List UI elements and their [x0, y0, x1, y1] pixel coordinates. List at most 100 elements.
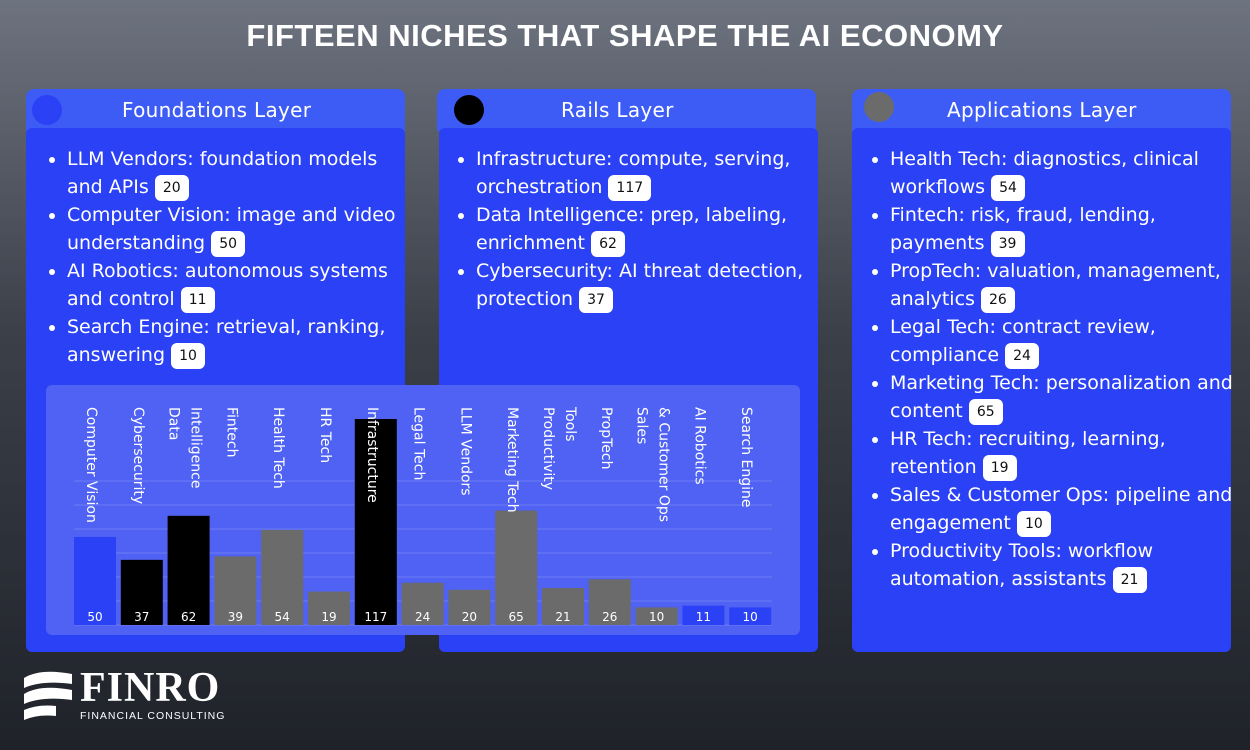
bar: [214, 556, 257, 625]
list-item: Fintech: risk, fraud, lending, payments3…: [890, 201, 1245, 257]
bar-value-label: 62: [181, 610, 196, 624]
count-badge: 117: [608, 174, 652, 201]
category-label: Tools: [562, 406, 578, 442]
category-label: Sales: [634, 407, 650, 444]
count-badge: 37: [579, 286, 614, 313]
niche-description: Data Intelligence: prep, labeling, enric…: [476, 204, 788, 254]
count-badge: 21: [1112, 566, 1147, 593]
bar: [495, 510, 538, 625]
bar-value-label: 39: [228, 610, 243, 624]
category-label: Legal Tech: [411, 407, 427, 480]
bar-value-label: 21: [555, 610, 570, 624]
niche-description: Search Engine: retrieval, ranking, answe…: [67, 316, 386, 366]
list-item: Legal Tech: contract review, compliance2…: [890, 313, 1245, 369]
applications-list: Health Tech: diagnostics, clinical workf…: [868, 145, 1245, 593]
bar-value-label: 10: [743, 610, 758, 624]
bar: [542, 588, 584, 625]
foundations-dot-icon: [32, 95, 62, 125]
applications-panel-tab: [852, 89, 1231, 131]
niche-description: Productivity Tools: workflow automation,…: [890, 540, 1154, 590]
category-label: AI Robotics: [691, 407, 707, 485]
niche-description: Sales & Customer Ops: pipeline and engag…: [890, 484, 1233, 534]
niche-description: Health Tech: diagnostics, clinical workf…: [890, 148, 1199, 198]
bar: [167, 515, 210, 625]
count-badge: 26: [980, 286, 1015, 313]
count-badge: 10: [171, 342, 206, 369]
list-item: Productivity Tools: workflow automation,…: [890, 537, 1245, 593]
list-item: Cybersecurity: AI threat detection, prot…: [476, 257, 828, 313]
category-label: Intelligence: [188, 407, 204, 488]
foundations-list: LLM Vendors: foundation models and APIs2…: [45, 145, 419, 369]
count-badge: 19: [982, 454, 1017, 481]
count-badge: 50: [211, 230, 246, 257]
bar: [401, 582, 444, 625]
bar-value-label: 10: [649, 610, 664, 624]
niche-description: AI Robotics: autonomous systems and cont…: [67, 260, 388, 310]
category-label: Infrastructure: [364, 407, 380, 503]
list-item: PropTech: valuation, management, analyti…: [890, 257, 1245, 313]
niche-description: PropTech: valuation, management, analyti…: [890, 260, 1221, 310]
page-title: FIFTEEN NICHES THAT SHAPE THE AI ECONOMY: [246, 18, 1004, 53]
list-item: Computer Vision: image and video underst…: [67, 201, 419, 257]
category-label: HR Tech: [317, 407, 333, 463]
list-item: Search Engine: retrieval, ranking, answe…: [67, 313, 419, 369]
count-badge: 11: [180, 286, 215, 313]
category-label: PropTech: [598, 407, 614, 469]
bar-value-label: 54: [275, 610, 290, 624]
category-label: & Customer Ops: [656, 407, 672, 522]
category-label: Health Tech: [270, 407, 286, 489]
niche-description: Infrastructure: compute, serving, orches…: [476, 148, 791, 198]
list-item: LLM Vendors: foundation models and APIs2…: [67, 145, 419, 201]
bar: [448, 589, 491, 625]
bar-value-label: 50: [87, 610, 102, 624]
bar: [261, 529, 304, 625]
count-badge: 24: [1005, 342, 1040, 369]
bar: [308, 591, 350, 625]
niche-description: LLM Vendors: foundation models and APIs: [67, 148, 378, 198]
chart-canvas: 50 Computer Vision 37 Cybersecurity 62 Data In…: [74, 406, 772, 626]
bar-value-label: 24: [415, 610, 430, 624]
count-badge: 20: [154, 174, 189, 201]
category-label: Marketing Tech: [504, 407, 520, 513]
applications-dot-icon: [864, 92, 894, 122]
bar-value-label: 37: [134, 610, 149, 624]
rails-panel-title: Rails Layer: [561, 98, 674, 122]
niche-description: Cybersecurity: AI threat detection, prot…: [476, 260, 804, 310]
list-item: Data Intelligence: prep, labeling, enric…: [476, 201, 828, 257]
rails-dot-icon: [454, 95, 484, 125]
bar-value-label: 26: [602, 610, 617, 624]
bar: [635, 607, 678, 625]
count-badge: 65: [968, 398, 1003, 425]
list-item: Health Tech: diagnostics, clinical workf…: [890, 145, 1245, 201]
niche-description: HR Tech: recruiting, learning, retention: [890, 428, 1166, 478]
niche-description: Marketing Tech: personalization and cont…: [890, 372, 1233, 422]
category-label: Productivity: [540, 407, 556, 490]
logo-subtitle: FINANCIAL CONSULTING: [80, 710, 226, 722]
category-label: Fintech: [223, 407, 239, 457]
bar-value-label: 19: [321, 610, 336, 624]
category-label: Data: [166, 407, 182, 440]
count-badge: 10: [1016, 510, 1051, 537]
category-label: Cybersecurity: [130, 407, 146, 504]
list-item: Marketing Tech: personalization and cont…: [890, 369, 1245, 425]
bar: [354, 419, 397, 625]
category-label: Search Engine: [738, 407, 754, 508]
list-item: Infrastructure: compute, serving, orches…: [476, 145, 828, 201]
category-label: Computer Vision: [83, 407, 99, 523]
foundations-panel-title: Foundations Layer: [122, 98, 312, 122]
list-item: Sales & Customer Ops: pipeline and engag…: [890, 481, 1245, 537]
niche-bar-chart: 50 Computer Vision 37 Cybersecurity 62 Data In…: [46, 385, 800, 635]
rails-list: Infrastructure: compute, serving, orches…: [454, 145, 828, 313]
niche-description: Computer Vision: image and video underst…: [67, 204, 396, 254]
count-badge: 54: [991, 174, 1026, 201]
niche-description: Fintech: risk, fraud, lending, payments: [890, 204, 1156, 254]
bar: [729, 607, 772, 625]
bar-value-label: 117: [364, 610, 387, 624]
count-badge: 62: [591, 230, 625, 257]
bar-value-label: 20: [462, 610, 477, 624]
foundations-panel-tab: [26, 89, 405, 131]
applications-panel-title: Applications Layer: [947, 98, 1137, 122]
count-badge: 39: [990, 230, 1025, 257]
bar: [682, 605, 725, 625]
list-item: HR Tech: recruiting, learning, retention…: [890, 425, 1245, 481]
